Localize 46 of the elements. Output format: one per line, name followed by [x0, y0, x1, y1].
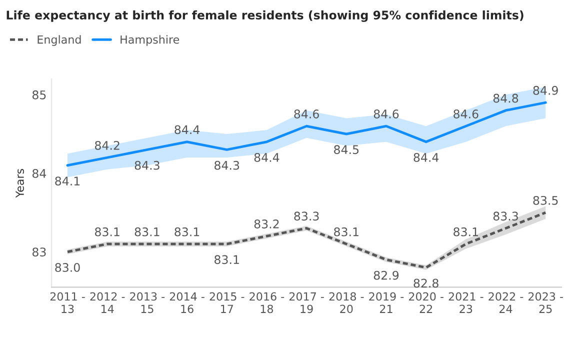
data-label: 83.1: [174, 227, 200, 236]
x-tick-label: 2017 - 19: [289, 292, 324, 314]
y-tick-label: 84: [32, 168, 46, 178]
x-tick-label: 2012 - 14: [90, 292, 125, 313]
legend-label: England: [38, 35, 81, 46]
x-tick-label: 2019 - 21: [369, 292, 404, 313]
data-label: 84.8: [493, 94, 518, 103]
data-label: 84.3: [214, 160, 240, 170]
x-tick-label: 2014 - 16: [170, 292, 204, 314]
data-label: 82.8: [414, 278, 438, 288]
y-tick-label: 85: [32, 90, 46, 100]
data-label: 83.0: [55, 263, 80, 272]
data-label: 84.3: [134, 160, 160, 170]
y-axis-title: Years: [16, 168, 24, 198]
data-label: 82.9: [374, 270, 399, 280]
x-tick-label: 2022 - 24: [488, 292, 524, 313]
data-label: 83.1: [454, 227, 478, 236]
x-tick-label: 2023 - 25: [528, 292, 563, 314]
data-label: 83.5: [533, 196, 558, 205]
data-label: 83.1: [214, 255, 239, 264]
x-tick-label: 2016 - 18: [250, 292, 284, 314]
data-label: 83.1: [334, 227, 358, 236]
data-label: 83.1: [134, 227, 160, 236]
data-label: 84.4: [174, 125, 200, 134]
data-label: 84.5: [334, 145, 359, 154]
data-label: 84.6: [374, 110, 399, 118]
data-label: 83.3: [493, 212, 518, 221]
x-tick-label: 2020 - 22: [408, 292, 444, 313]
data-label: 83.3: [294, 212, 319, 221]
x-tick-label: 2011 - 13: [50, 292, 85, 314]
x-tick-label: 2018 - 20: [329, 292, 364, 314]
chart-title: Life expectancy at birth for female residents (showing 95% confidence limits): [6, 10, 524, 22]
data-label: 84.4: [254, 153, 280, 162]
x-tick-label: 2013 - 15: [130, 292, 165, 314]
legend-label: Hampshire: [120, 35, 180, 46]
x-tick-label: 2015 - 17: [210, 292, 244, 313]
data-label: 83.2: [254, 220, 279, 228]
data-label: 84.6: [454, 110, 478, 118]
y-tick-label: 83: [32, 248, 46, 256]
data-label: 84.4: [414, 153, 439, 162]
x-tick-label: 2021 - 23: [448, 292, 484, 314]
data-label: 83.1: [95, 227, 120, 236]
data-label: 84.9: [533, 86, 558, 95]
data-label: 84.2: [95, 140, 120, 150]
data-label: 84.1: [55, 176, 80, 186]
data-label: 84.6: [294, 110, 319, 118]
